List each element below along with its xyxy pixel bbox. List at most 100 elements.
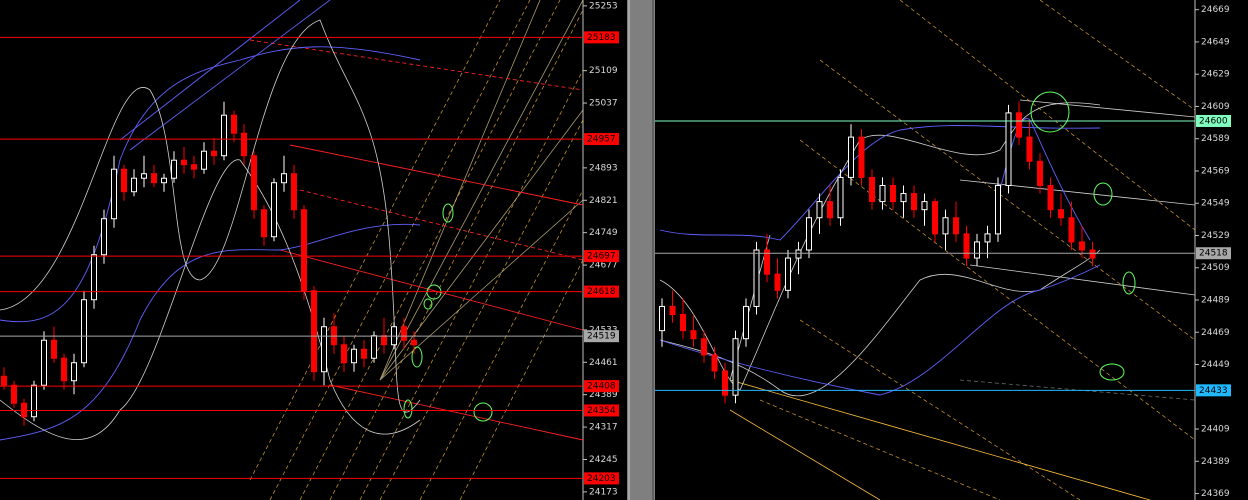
candle-body [131,177,137,193]
channel-lines [729,379,1151,500]
candle-body [141,173,147,179]
candle-body [291,173,297,211]
candle-body [984,233,991,243]
candle-body [890,184,896,203]
candle-body [231,114,237,134]
marker-ellipses [1030,91,1136,381]
candle-body [816,201,823,219]
y-tick-label: 24469 [1201,328,1230,338]
candle-body [1,375,7,386]
y-tick-label: 25253 [589,1,618,11]
candle-body [764,249,770,275]
candle-body [680,314,686,332]
candle-body [151,173,157,184]
candle-body [11,384,17,404]
price-level-tag [584,250,619,263]
candle-body [753,249,760,307]
candle-body [321,326,327,373]
y-tick-label: 24409 [1201,425,1230,435]
price-level-label: 24354 [587,406,616,416]
candle-body [171,159,177,179]
candle-body [774,273,781,291]
y-tick-label: 24173 [589,487,618,497]
y-tick-label: 24461 [589,358,618,368]
candle-body [732,338,739,396]
trend-lines [249,39,584,441]
y-tick-label: 24489 [1201,296,1230,306]
candle-body [101,218,107,256]
price-level-label: 24697 [587,252,616,262]
y-tick-label: 24449 [1201,360,1230,370]
candle-body [31,384,37,418]
price-level-tag [1196,384,1231,397]
candle-body [121,168,127,193]
y-tick-label: 24749 [589,228,618,238]
candle-body [974,241,980,259]
window-divider [627,0,655,500]
candle-body [669,305,676,316]
price-level-tag [584,133,619,146]
candle-body [869,176,875,203]
price-level-label: 24519 [587,332,616,342]
candle-body [181,159,187,166]
candle-body [858,136,865,178]
candle-body [837,176,844,219]
y-tick-label: 24569 [1201,166,1230,176]
candle-body [827,201,833,219]
y-tick-label: 24893 [589,163,618,173]
candle-body [211,150,217,157]
price-level-tag [584,285,619,298]
candle-body [201,150,207,170]
candle-body [1058,209,1064,219]
candle-body [51,339,57,359]
candle-body [795,249,802,259]
candle-body [995,184,1001,235]
candle-body [785,257,791,291]
candle-body [711,354,718,372]
candle-body [411,339,417,346]
candle-body [1068,217,1075,243]
y-tick-label: 25037 [589,99,618,109]
price-level-tag [584,404,619,417]
candle-body [191,164,197,170]
candle-body [806,217,812,251]
y-tick-label: 24609 [1201,102,1230,112]
y-tick-label: 24649 [1201,37,1230,47]
y-tick-label: 24821 [589,196,618,206]
price-level-tag [584,380,619,393]
y-tick-label: 24589 [1201,134,1230,144]
candle-body [921,201,928,211]
y-tick-label: 24317 [589,423,618,433]
y-tick-label: 25109 [589,66,618,76]
y-tick-label: 24529 [1201,231,1230,241]
price-level-label: 24408 [587,382,616,392]
price-level-label: 24957 [587,135,616,145]
left-drawings [0,0,584,500]
candle-body [932,201,938,235]
candle-body [1016,112,1022,138]
candle-body [1079,241,1085,251]
candle-body [1089,249,1096,259]
price-level-label: 24600 [1199,116,1228,126]
price-level-label: 25183 [587,33,616,43]
y-tick-label: 24389 [1201,457,1230,467]
price-level-tag [584,330,619,343]
candle-body [722,370,728,396]
candle-body [111,168,117,220]
candle-body [71,362,77,382]
candle-body [381,335,387,346]
candle-body [161,177,167,184]
candle-body [61,357,67,382]
price-level-label: 24203 [587,474,616,484]
price-level-tag [584,472,619,485]
candle-body [401,326,407,341]
y-tick-label: 24369 [1201,489,1230,499]
candle-body [1037,160,1043,186]
candle-body [371,335,377,359]
candle-body [81,299,87,364]
candle-body [1026,136,1033,162]
price-level-tag [584,31,619,44]
candle-body [963,233,970,259]
